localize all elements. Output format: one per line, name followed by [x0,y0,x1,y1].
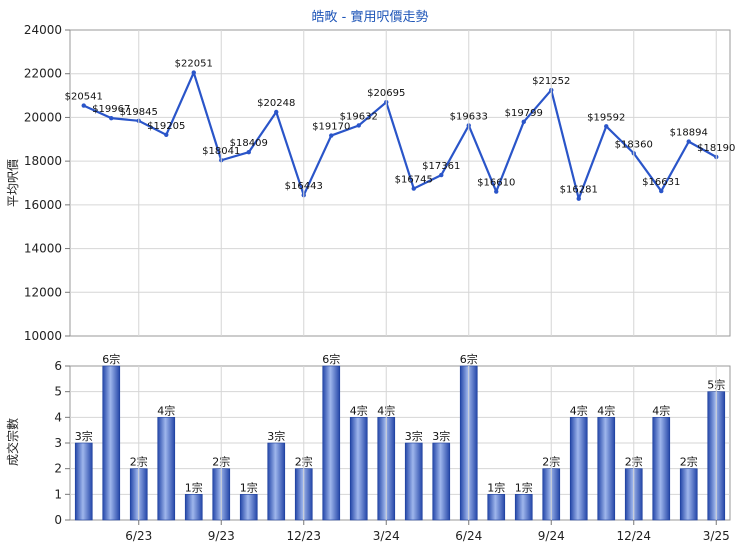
volume-bar-label: 3宗 [267,429,285,443]
price-data-point [109,115,114,121]
volume-bar-label: 6宗 [102,352,120,366]
price-data-point [576,196,581,201]
volume-bar [267,442,286,521]
volume-bar [239,494,258,521]
volume-bar-label: 1宗 [515,480,533,494]
x-tick-label: 9/23 [208,529,235,543]
price-data-label: $17361 [422,161,460,172]
chart-title: 皓畋 - 實用呎價走勢 [312,9,429,25]
volume-bar [597,417,616,521]
volume-y-tick-label: 1 [54,487,62,501]
price-data-label: $19799 [505,108,543,119]
volume-bar [349,417,368,521]
price-panel: 10000 12000 14000 16000 18000 20000 22000 24000… [24,23,736,343]
price-data-point [521,119,526,125]
volume-bar-label: 6宗 [460,352,478,366]
volume-bar [679,468,698,521]
price-data-label: $18409 [230,138,268,149]
price-data-label: $20248 [257,98,295,109]
x-tick-label: 9/24 [538,529,565,543]
volume-bar-label: 3宗 [405,429,423,443]
volume-bar-label: 6宗 [322,352,340,366]
volume-bar-label: 4宗 [350,403,368,417]
price-data-label: $16631 [642,177,680,188]
price-data-label: $16610 [477,178,515,189]
volume-y-tick-label: 4 [54,410,62,424]
price-data-label: $16281 [560,185,598,196]
price-data-point [356,123,361,128]
volume-bar [404,442,423,521]
price-data-label: $19205 [147,121,185,132]
price-data-label: $19967 [92,104,130,115]
price-data-point [246,150,251,155]
volume-y-tick-label: 3 [54,436,62,450]
price-y-tick-label: 14000 [24,242,62,256]
volume-bar [184,494,203,521]
price-data-point [329,133,334,138]
volume-bar [652,417,671,521]
price-data-label: $19592 [587,112,625,123]
volume-y-tick-label: 0 [54,513,62,527]
x-tick-label: 3/25 [703,529,730,543]
price-data-label: $22051 [175,59,213,70]
volume-y-tick-label: 5 [54,385,62,399]
price-y-tick-label: 18000 [24,154,62,168]
volume-y-tick-label: 6 [54,359,62,373]
volume-bar-label: 4宗 [157,403,175,417]
price-data-label: $18894 [670,128,708,139]
price-y-tick-label: 10000 [24,329,62,343]
price-data-point [164,132,169,138]
volume-bar [514,494,533,521]
x-tick-label: 3/24 [373,529,400,543]
volume-bar-label: 2宗 [680,455,698,469]
volume-y-axis-label: 成交宗數 [5,418,20,466]
volume-bar [569,417,588,521]
volume-y-tick-label: 2 [54,462,62,476]
price-data-label: $16745 [395,175,433,186]
price-data-point [494,189,499,194]
volume-bar [157,417,176,521]
x-tick-label: 6/24 [455,529,482,543]
price-series-line [83,71,717,200]
volume-bar-label: 1宗 [240,480,258,494]
x-tick-label: 12/23 [286,529,321,543]
price-y-tick-label: 24000 [24,23,62,37]
volume-bar [102,365,121,521]
price-data-point [659,188,664,194]
price-data-label: $20541 [65,92,103,103]
price-data-point [411,186,416,191]
volume-bar-label: 1宗 [185,480,203,494]
price-y-tick-label: 16000 [24,198,62,212]
volume-bar [487,494,506,521]
price-y-tick-label: 22000 [24,67,62,81]
price-data-point [191,70,196,75]
x-tick-label: 6/23 [125,529,152,543]
volume-bar-label: 4宗 [570,403,588,417]
price-data-point [604,124,609,129]
volume-bar [74,442,93,521]
price-data-point [686,139,691,144]
volume-bar [432,442,451,521]
price-data-point [81,103,86,108]
price-y-tick-label: 20000 [24,110,62,124]
price-data-label: $19170 [312,122,350,133]
x-tick-label: 12/24 [616,529,651,543]
volume-bar [322,365,341,521]
price-data-point [274,109,279,115]
price-y-tick-label: 12000 [24,285,62,299]
price-y-axis-label: 平均呎價 [6,159,20,207]
price-plot-area [69,29,731,337]
volume-bar-label: 1宗 [487,480,505,494]
price-data-point [439,172,444,178]
price-data-label: $19632 [340,111,378,122]
volume-bar-label: 3宗 [432,429,450,443]
volume-bar-label: 4宗 [597,403,615,417]
volume-bar-label: 4宗 [652,403,670,417]
volume-bar-label: 3宗 [75,429,93,443]
